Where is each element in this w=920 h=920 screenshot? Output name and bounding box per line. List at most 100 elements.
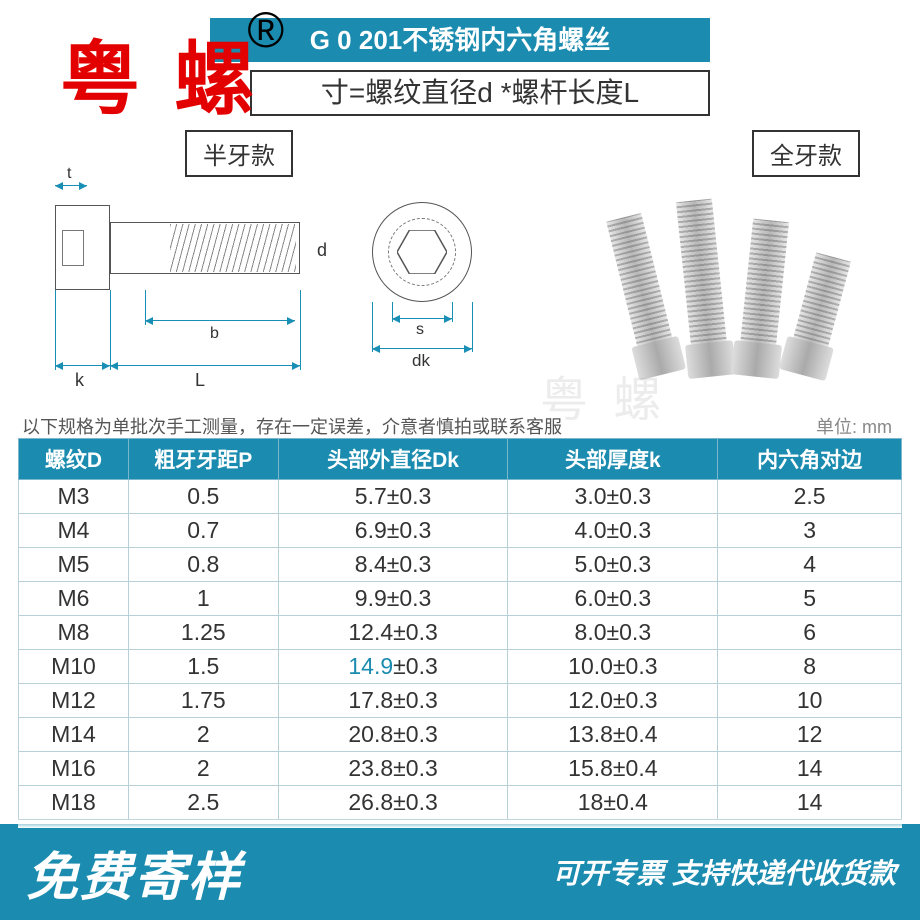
table-cell: 2 <box>128 718 278 752</box>
dim-label-L: L <box>195 370 205 391</box>
table-cell: 6 <box>718 616 902 650</box>
table-cell: 5 <box>718 582 902 616</box>
table-cell: 14 <box>718 752 902 786</box>
footer-band: 免费寄样 可开专票 支持快递代收货款 <box>0 824 920 920</box>
dimension-b <box>145 320 295 321</box>
brand-logo: 粤 螺 ® <box>60 40 260 120</box>
table-cell: M10 <box>19 650 129 684</box>
table-cell: M12 <box>19 684 129 718</box>
table-cell: 0.7 <box>128 514 278 548</box>
table-cell: M3 <box>19 480 129 514</box>
table-cell: 10.0±0.3 <box>508 650 718 684</box>
table-cell: 2 <box>128 752 278 786</box>
table-cell: 4.0±0.3 <box>508 514 718 548</box>
table-cell: 20.8±0.3 <box>278 718 508 752</box>
extension-line <box>110 290 111 370</box>
footer-free-sample: 免费寄样 <box>26 835 242 910</box>
table-cell: 10 <box>718 684 902 718</box>
dim-label-d: d <box>317 240 327 261</box>
extension-line <box>452 302 453 322</box>
technical-diagram: t b k L d s dk <box>30 160 510 395</box>
table-cell: 6.0±0.3 <box>508 582 718 616</box>
table-cell: 17.8±0.3 <box>278 684 508 718</box>
table-cell: 12.4±0.3 <box>278 616 508 650</box>
product-photo <box>595 185 875 385</box>
dim-label-b: b <box>210 325 219 343</box>
table-cell: 8 <box>718 650 902 684</box>
style-label-full-thread: 全牙款 <box>752 130 860 177</box>
footer-services: 可开专票 支持快递代收货款 <box>552 852 896 892</box>
table-cell: 1.75 <box>128 684 278 718</box>
bolt-image <box>606 213 680 377</box>
hex-socket-outline <box>62 230 84 266</box>
hex-socket-top <box>397 230 447 274</box>
table-cell: 14 <box>718 786 902 820</box>
table-cell: 4 <box>718 548 902 582</box>
table-header: 头部厚度k <box>508 439 718 480</box>
registered-mark: ® <box>247 5 290 55</box>
table-row: M619.9±0.36.0±0.35 <box>19 582 902 616</box>
table-cell: 8.4±0.3 <box>278 548 508 582</box>
bolt-image <box>785 252 851 377</box>
table-cell: 6.9±0.3 <box>278 514 508 548</box>
table-cell: M18 <box>19 786 129 820</box>
table-cell: 3 <box>718 514 902 548</box>
table-row: M30.55.7±0.33.0±0.32.5 <box>19 480 902 514</box>
table-row: M121.7517.8±0.312.0±0.310 <box>19 684 902 718</box>
formula-box: 寸=螺纹直径d *螺杆长度L <box>250 70 710 116</box>
table-cell: 1 <box>128 582 278 616</box>
table-row: M182.526.8±0.318±0.414 <box>19 786 902 820</box>
table-row: M101.514.9±0.310.0±0.38 <box>19 650 902 684</box>
table-header: 内六角对边 <box>718 439 902 480</box>
table-cell: 1.5 <box>128 650 278 684</box>
table-cell: 18±0.4 <box>508 786 718 820</box>
bolt-image <box>676 199 730 377</box>
table-cell: 3.0±0.3 <box>508 480 718 514</box>
dimension-dk <box>372 348 472 349</box>
table-cell: M16 <box>19 752 129 786</box>
table-cell: 1.25 <box>128 616 278 650</box>
table-cell: 2.5 <box>718 480 902 514</box>
table-cell: M4 <box>19 514 129 548</box>
dim-label-s: s <box>416 321 424 339</box>
table-row: M16223.8±0.315.8±0.414 <box>19 752 902 786</box>
screw-thread-hatch <box>170 224 296 272</box>
table-cell: M8 <box>19 616 129 650</box>
table-row: M81.2512.4±0.38.0±0.36 <box>19 616 902 650</box>
diagram-top-view: s dk <box>360 190 500 370</box>
table-cell: 2.5 <box>128 786 278 820</box>
dimension-L <box>110 365 300 366</box>
dimension-k <box>55 365 110 366</box>
extension-line <box>300 290 301 370</box>
diagram-side-view: t b k L d <box>30 170 340 370</box>
table-cell: 5.0±0.3 <box>508 548 718 582</box>
table-cell: M14 <box>19 718 129 752</box>
table-cell: 23.8±0.3 <box>278 752 508 786</box>
dim-label-k: k <box>75 370 84 391</box>
spec-table: 螺纹D粗牙牙距P头部外直径Dk头部厚度k内六角对边 M30.55.7±0.33.… <box>18 438 902 820</box>
dimension-s <box>392 318 452 319</box>
table-cell: 12.0±0.3 <box>508 684 718 718</box>
measurement-note: 以下规格为单批次手工测量，存在一定误差，介意者慎拍或联系客服 <box>22 413 898 439</box>
table-row: M40.76.9±0.34.0±0.33 <box>19 514 902 548</box>
extension-line <box>472 302 473 352</box>
table-cell: M6 <box>19 582 129 616</box>
table-cell: 9.9±0.3 <box>278 582 508 616</box>
dim-label-dk: dk <box>412 351 430 371</box>
table-cell: M5 <box>19 548 129 582</box>
table-cell: 26.8±0.3 <box>278 786 508 820</box>
brand-text: 粤 螺 <box>60 35 260 124</box>
dim-label-t: t <box>67 165 71 183</box>
table-row: M14220.8±0.313.8±0.412 <box>19 718 902 752</box>
table-cell: 0.8 <box>128 548 278 582</box>
table-cell: 8.0±0.3 <box>508 616 718 650</box>
table-cell: 13.8±0.4 <box>508 718 718 752</box>
unit-label: 单位: mm <box>816 413 892 439</box>
table-cell: 0.5 <box>128 480 278 514</box>
table-cell: 14.9±0.3 <box>278 650 508 684</box>
table-header: 粗牙牙距P <box>128 439 278 480</box>
table-cell: 5.7±0.3 <box>278 480 508 514</box>
bolt-image <box>737 219 789 377</box>
extension-line <box>55 290 56 370</box>
table-row: M50.88.4±0.35.0±0.34 <box>19 548 902 582</box>
